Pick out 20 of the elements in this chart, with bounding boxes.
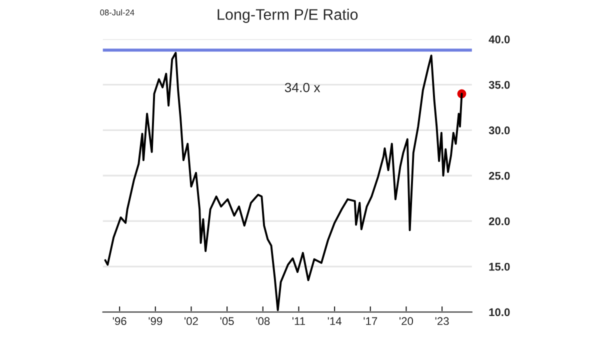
y-tick-label: 15.0 xyxy=(489,262,510,271)
x-tick-label: '05 xyxy=(220,317,234,326)
x-tick-label: '20 xyxy=(400,317,414,326)
x-tick-label: '99 xyxy=(148,317,162,326)
y-tick-label: 40.0 xyxy=(488,35,510,44)
x-tick-label: '02 xyxy=(184,317,198,326)
chart-title: Long-Term P/E Ratio xyxy=(218,8,358,23)
x-tick-label: '23 xyxy=(435,317,449,326)
y-tick-label: 20.0 xyxy=(488,217,510,226)
y-tick-label: 35.0 xyxy=(488,80,510,89)
y-tick-label: 10.0 xyxy=(489,308,510,316)
y-tick-label: 25.0 xyxy=(488,172,510,180)
annotation: 34.0 x xyxy=(284,82,320,92)
y-tick-label: 30.0 xyxy=(488,126,510,134)
x-tick-label: '14 xyxy=(328,317,342,325)
x-tick-label: '08 xyxy=(256,317,270,326)
x-tick-label: '96 xyxy=(112,317,126,326)
x-tick-label: '17 xyxy=(364,317,378,325)
text: 08-Jul-24 xyxy=(100,9,134,16)
x-tick-label: '11 xyxy=(292,317,306,325)
